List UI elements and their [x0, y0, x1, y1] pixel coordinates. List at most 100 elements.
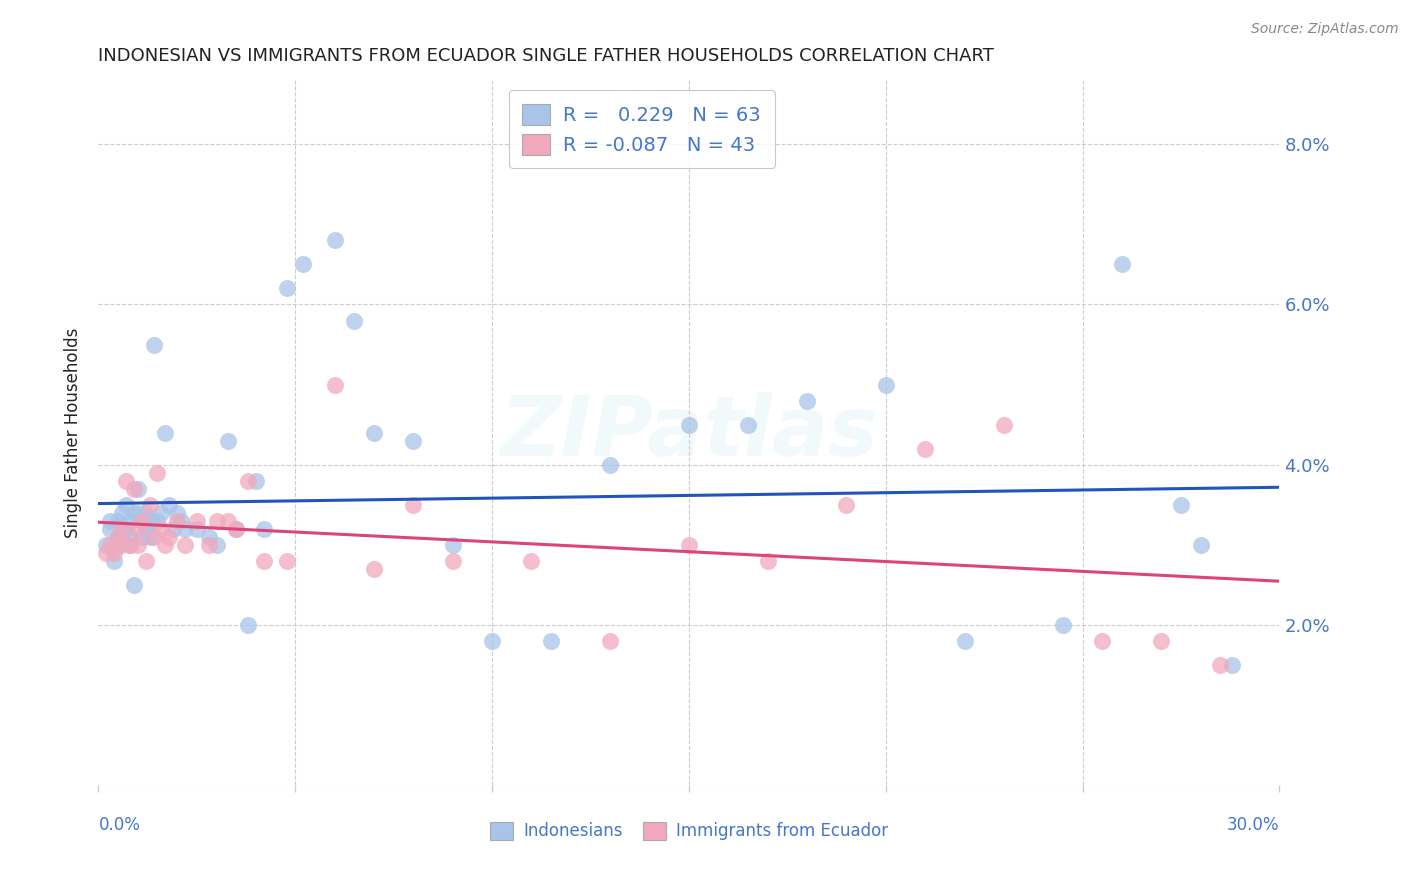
Point — [205, 514, 228, 528]
Point — [481, 633, 503, 648]
Point — [98, 514, 121, 528]
Point — [205, 538, 228, 552]
Text: INDONESIAN VS IMMIGRANTS FROM ECUADOR SINGLE FATHER HOUSEHOLDS CORRELATION CHART: INDONESIAN VS IMMIGRANTS FROM ECUADOR SI… — [98, 47, 994, 65]
Point — [150, 522, 173, 536]
Point — [138, 530, 160, 544]
Point — [135, 554, 157, 568]
Point — [1091, 633, 1114, 648]
Point — [111, 522, 134, 536]
Point — [157, 530, 180, 544]
Point — [107, 530, 129, 544]
Point — [363, 562, 385, 576]
Point — [1052, 617, 1074, 632]
Point — [157, 498, 180, 512]
Point — [96, 546, 118, 560]
Point — [737, 417, 759, 432]
Point — [292, 257, 315, 271]
Point — [993, 417, 1015, 432]
Point — [217, 514, 239, 528]
Point — [146, 514, 169, 528]
Point — [155, 425, 177, 440]
Point — [276, 554, 298, 568]
Point — [1170, 498, 1192, 512]
Point — [166, 506, 188, 520]
Point — [96, 538, 118, 552]
Point — [363, 425, 385, 440]
Point — [122, 482, 145, 496]
Point — [115, 498, 138, 512]
Point — [115, 474, 138, 488]
Point — [236, 474, 259, 488]
Point — [107, 530, 129, 544]
Point — [599, 633, 621, 648]
Point — [118, 530, 141, 544]
Point — [135, 506, 157, 520]
Point — [253, 554, 276, 568]
Point — [127, 538, 149, 552]
Legend: Indonesians, Immigrants from Ecuador: Indonesians, Immigrants from Ecuador — [484, 815, 894, 847]
Point — [107, 514, 129, 528]
Point — [678, 417, 700, 432]
Point — [402, 434, 425, 448]
Point — [402, 498, 425, 512]
Text: 0.0%: 0.0% — [98, 815, 141, 833]
Point — [1209, 657, 1232, 672]
Point — [118, 538, 141, 552]
Point — [118, 514, 141, 528]
Point — [138, 514, 160, 528]
Point — [131, 530, 153, 544]
Text: Source: ZipAtlas.com: Source: ZipAtlas.com — [1251, 22, 1399, 37]
Point — [174, 522, 197, 536]
Point — [142, 530, 165, 544]
Point — [103, 546, 125, 560]
Point — [835, 498, 858, 512]
Point — [875, 377, 897, 392]
Point — [122, 506, 145, 520]
Point — [756, 554, 779, 568]
Point — [103, 554, 125, 568]
Point — [197, 538, 219, 552]
Point — [166, 514, 188, 528]
Point — [111, 530, 134, 544]
Point — [599, 458, 621, 472]
Point — [1150, 633, 1173, 648]
Point — [225, 522, 247, 536]
Point — [146, 466, 169, 480]
Y-axis label: Single Father Households: Single Father Households — [65, 327, 83, 538]
Point — [98, 538, 121, 552]
Point — [540, 633, 562, 648]
Point — [131, 514, 153, 528]
Point — [127, 522, 149, 536]
Point — [162, 522, 184, 536]
Point — [127, 482, 149, 496]
Point — [1189, 538, 1212, 552]
Point — [186, 522, 208, 536]
Point — [225, 522, 247, 536]
Point — [914, 442, 936, 456]
Point — [441, 554, 464, 568]
Point — [253, 522, 276, 536]
Point — [122, 578, 145, 592]
Text: 30.0%: 30.0% — [1227, 815, 1279, 833]
Point — [323, 234, 346, 248]
Point — [796, 393, 818, 408]
Point — [236, 617, 259, 632]
Point — [135, 514, 157, 528]
Point — [118, 538, 141, 552]
Point — [1111, 257, 1133, 271]
Point — [127, 506, 149, 520]
Point — [343, 313, 366, 327]
Point — [520, 554, 543, 568]
Point — [142, 337, 165, 351]
Point — [1220, 657, 1243, 672]
Point — [155, 538, 177, 552]
Point — [174, 538, 197, 552]
Point — [953, 633, 976, 648]
Point — [276, 281, 298, 295]
Point — [441, 538, 464, 552]
Point — [678, 538, 700, 552]
Point — [197, 530, 219, 544]
Point — [170, 514, 193, 528]
Point — [111, 538, 134, 552]
Point — [115, 522, 138, 536]
